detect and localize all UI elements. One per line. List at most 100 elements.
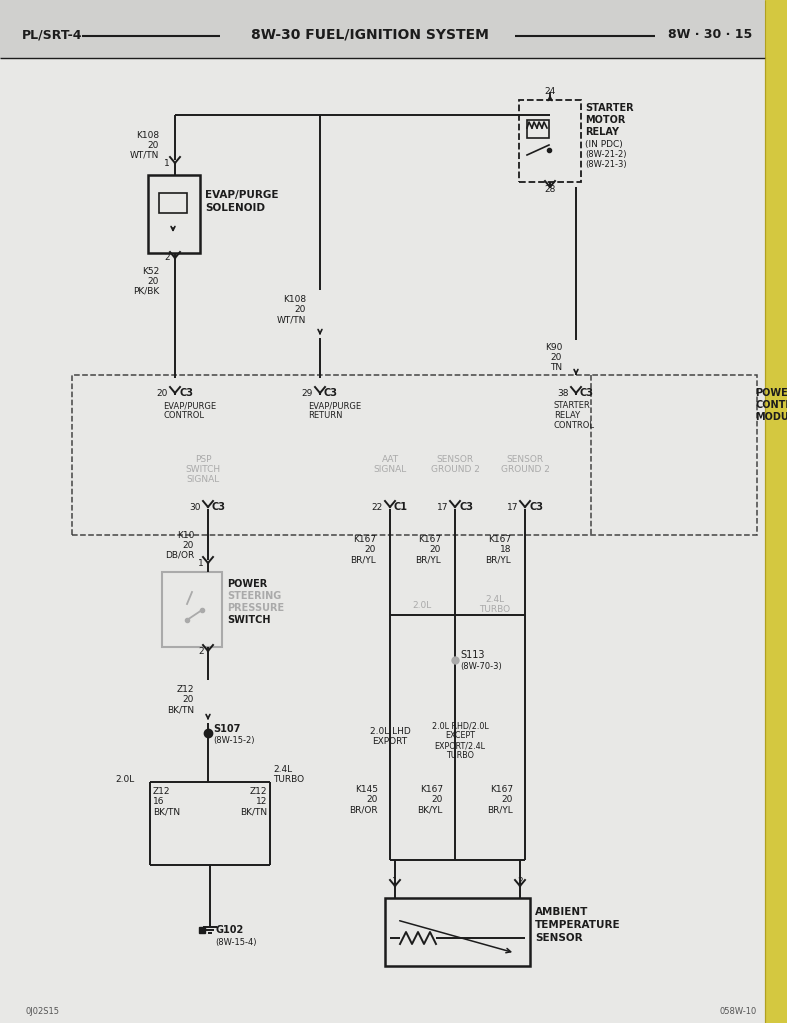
Bar: [0, 0, 765, 58]
Text: (IN PDC): (IN PDC): [585, 139, 623, 148]
Text: 17: 17: [437, 502, 448, 512]
Text: RELAY: RELAY: [585, 127, 619, 137]
Text: 2: 2: [517, 878, 523, 887]
Text: BR/YL: BR/YL: [486, 555, 511, 565]
Text: 8W · 30 · 15: 8W · 30 · 15: [667, 29, 752, 42]
Text: K167: K167: [420, 786, 443, 795]
Text: BK/TN: BK/TN: [167, 706, 194, 714]
Text: SIGNAL: SIGNAL: [187, 476, 220, 485]
Text: GROUND 2: GROUND 2: [430, 464, 479, 474]
Text: 20: 20: [364, 545, 376, 554]
Text: 1: 1: [164, 159, 170, 168]
Text: SOLENOID: SOLENOID: [205, 203, 265, 213]
Text: 20: 20: [367, 796, 378, 804]
Text: DB/OR: DB/OR: [164, 550, 194, 560]
Text: 24: 24: [545, 88, 556, 96]
Text: C3: C3: [529, 502, 543, 512]
Text: 2: 2: [164, 254, 170, 263]
Text: C3: C3: [212, 502, 226, 512]
Text: 38: 38: [557, 389, 569, 398]
Bar: [159, 193, 187, 213]
Text: 20: 20: [157, 389, 168, 398]
Text: RELAY: RELAY: [554, 411, 580, 420]
Text: EXPORT: EXPORT: [372, 738, 408, 747]
Text: 20: 20: [294, 306, 306, 314]
Text: Z12: Z12: [153, 788, 171, 797]
Text: CONTROL: CONTROL: [554, 421, 595, 431]
Text: G102: G102: [215, 925, 243, 935]
Text: TURBO: TURBO: [446, 752, 474, 760]
Text: C1: C1: [394, 502, 408, 512]
Text: BR/YL: BR/YL: [350, 555, 376, 565]
Text: 20: 20: [183, 696, 194, 705]
Text: MOTOR: MOTOR: [585, 115, 626, 125]
Text: CONTROL: CONTROL: [163, 411, 204, 420]
Text: 2.4L: 2.4L: [486, 594, 504, 604]
Text: POWERTRAIN: POWERTRAIN: [755, 388, 787, 398]
Text: Z12: Z12: [176, 685, 194, 695]
Text: PSP: PSP: [194, 455, 211, 464]
Text: EVAP/PURGE: EVAP/PURGE: [308, 401, 361, 410]
Text: TEMPERATURE: TEMPERATURE: [535, 920, 621, 930]
Text: 2.0L LHD: 2.0L LHD: [370, 727, 410, 737]
Text: 2.4L: 2.4L: [273, 765, 292, 774]
Text: EXCEPT: EXCEPT: [445, 731, 475, 741]
Text: 17: 17: [507, 502, 518, 512]
Text: BK/TN: BK/TN: [153, 807, 180, 816]
Text: 8W-30 FUEL/IGNITION SYSTEM: 8W-30 FUEL/IGNITION SYSTEM: [251, 28, 489, 42]
Text: C3: C3: [179, 388, 193, 398]
Text: EVAP/PURGE: EVAP/PURGE: [205, 190, 279, 201]
Text: 20: 20: [501, 796, 513, 804]
Text: STARTER: STARTER: [585, 103, 634, 113]
Bar: [385, 898, 530, 966]
Text: 20: 20: [551, 354, 562, 362]
Text: 20: 20: [430, 545, 441, 554]
Bar: [148, 175, 200, 253]
Text: 18: 18: [500, 545, 511, 554]
Text: K167: K167: [490, 786, 513, 795]
Text: S113: S113: [460, 650, 485, 660]
Text: 22: 22: [371, 502, 383, 512]
Text: 20: 20: [148, 140, 159, 149]
Text: 1: 1: [198, 559, 204, 568]
Text: C3: C3: [580, 388, 594, 398]
Text: C3: C3: [459, 502, 473, 512]
Text: WT/TN: WT/TN: [276, 315, 306, 324]
Text: BR/YL: BR/YL: [487, 805, 513, 814]
Text: Z12: Z12: [249, 788, 267, 797]
Text: GROUND 2: GROUND 2: [501, 464, 549, 474]
Text: WT/TN: WT/TN: [130, 150, 159, 160]
Text: 2.0L RHD/2.0L: 2.0L RHD/2.0L: [431, 721, 489, 730]
Text: K52: K52: [142, 267, 159, 275]
Text: BR/OR: BR/OR: [349, 805, 378, 814]
Text: 12: 12: [256, 798, 267, 806]
Text: 20: 20: [183, 540, 194, 549]
Text: BK/TN: BK/TN: [240, 807, 267, 816]
Text: K167: K167: [353, 535, 376, 544]
Text: BK/YL: BK/YL: [418, 805, 443, 814]
Text: 16: 16: [153, 798, 164, 806]
Text: AAT: AAT: [382, 455, 398, 464]
Text: S107: S107: [213, 724, 240, 733]
Text: POWER: POWER: [227, 579, 268, 589]
Text: RETURN: RETURN: [308, 411, 342, 420]
Text: 2.0L: 2.0L: [412, 601, 431, 610]
Bar: [765, 0, 787, 1023]
Text: STEERING: STEERING: [227, 591, 281, 601]
Bar: [519, 100, 581, 182]
Text: TURBO: TURBO: [479, 605, 511, 614]
Text: K108: K108: [283, 296, 306, 305]
Text: K145: K145: [355, 786, 378, 795]
Text: PL/SRT-4: PL/SRT-4: [22, 29, 83, 42]
Text: SIGNAL: SIGNAL: [373, 465, 407, 475]
Text: SWITCH: SWITCH: [186, 465, 220, 475]
Text: (8W-21-3): (8W-21-3): [585, 161, 626, 170]
Text: 20: 20: [148, 276, 159, 285]
Text: K167: K167: [418, 535, 441, 544]
Text: (8W-15-2): (8W-15-2): [213, 736, 254, 745]
Text: (8W-70-3): (8W-70-3): [460, 662, 502, 670]
Bar: [527, 120, 549, 138]
Text: 28: 28: [545, 185, 556, 194]
Text: TN: TN: [550, 363, 562, 372]
Text: 1: 1: [392, 878, 398, 887]
